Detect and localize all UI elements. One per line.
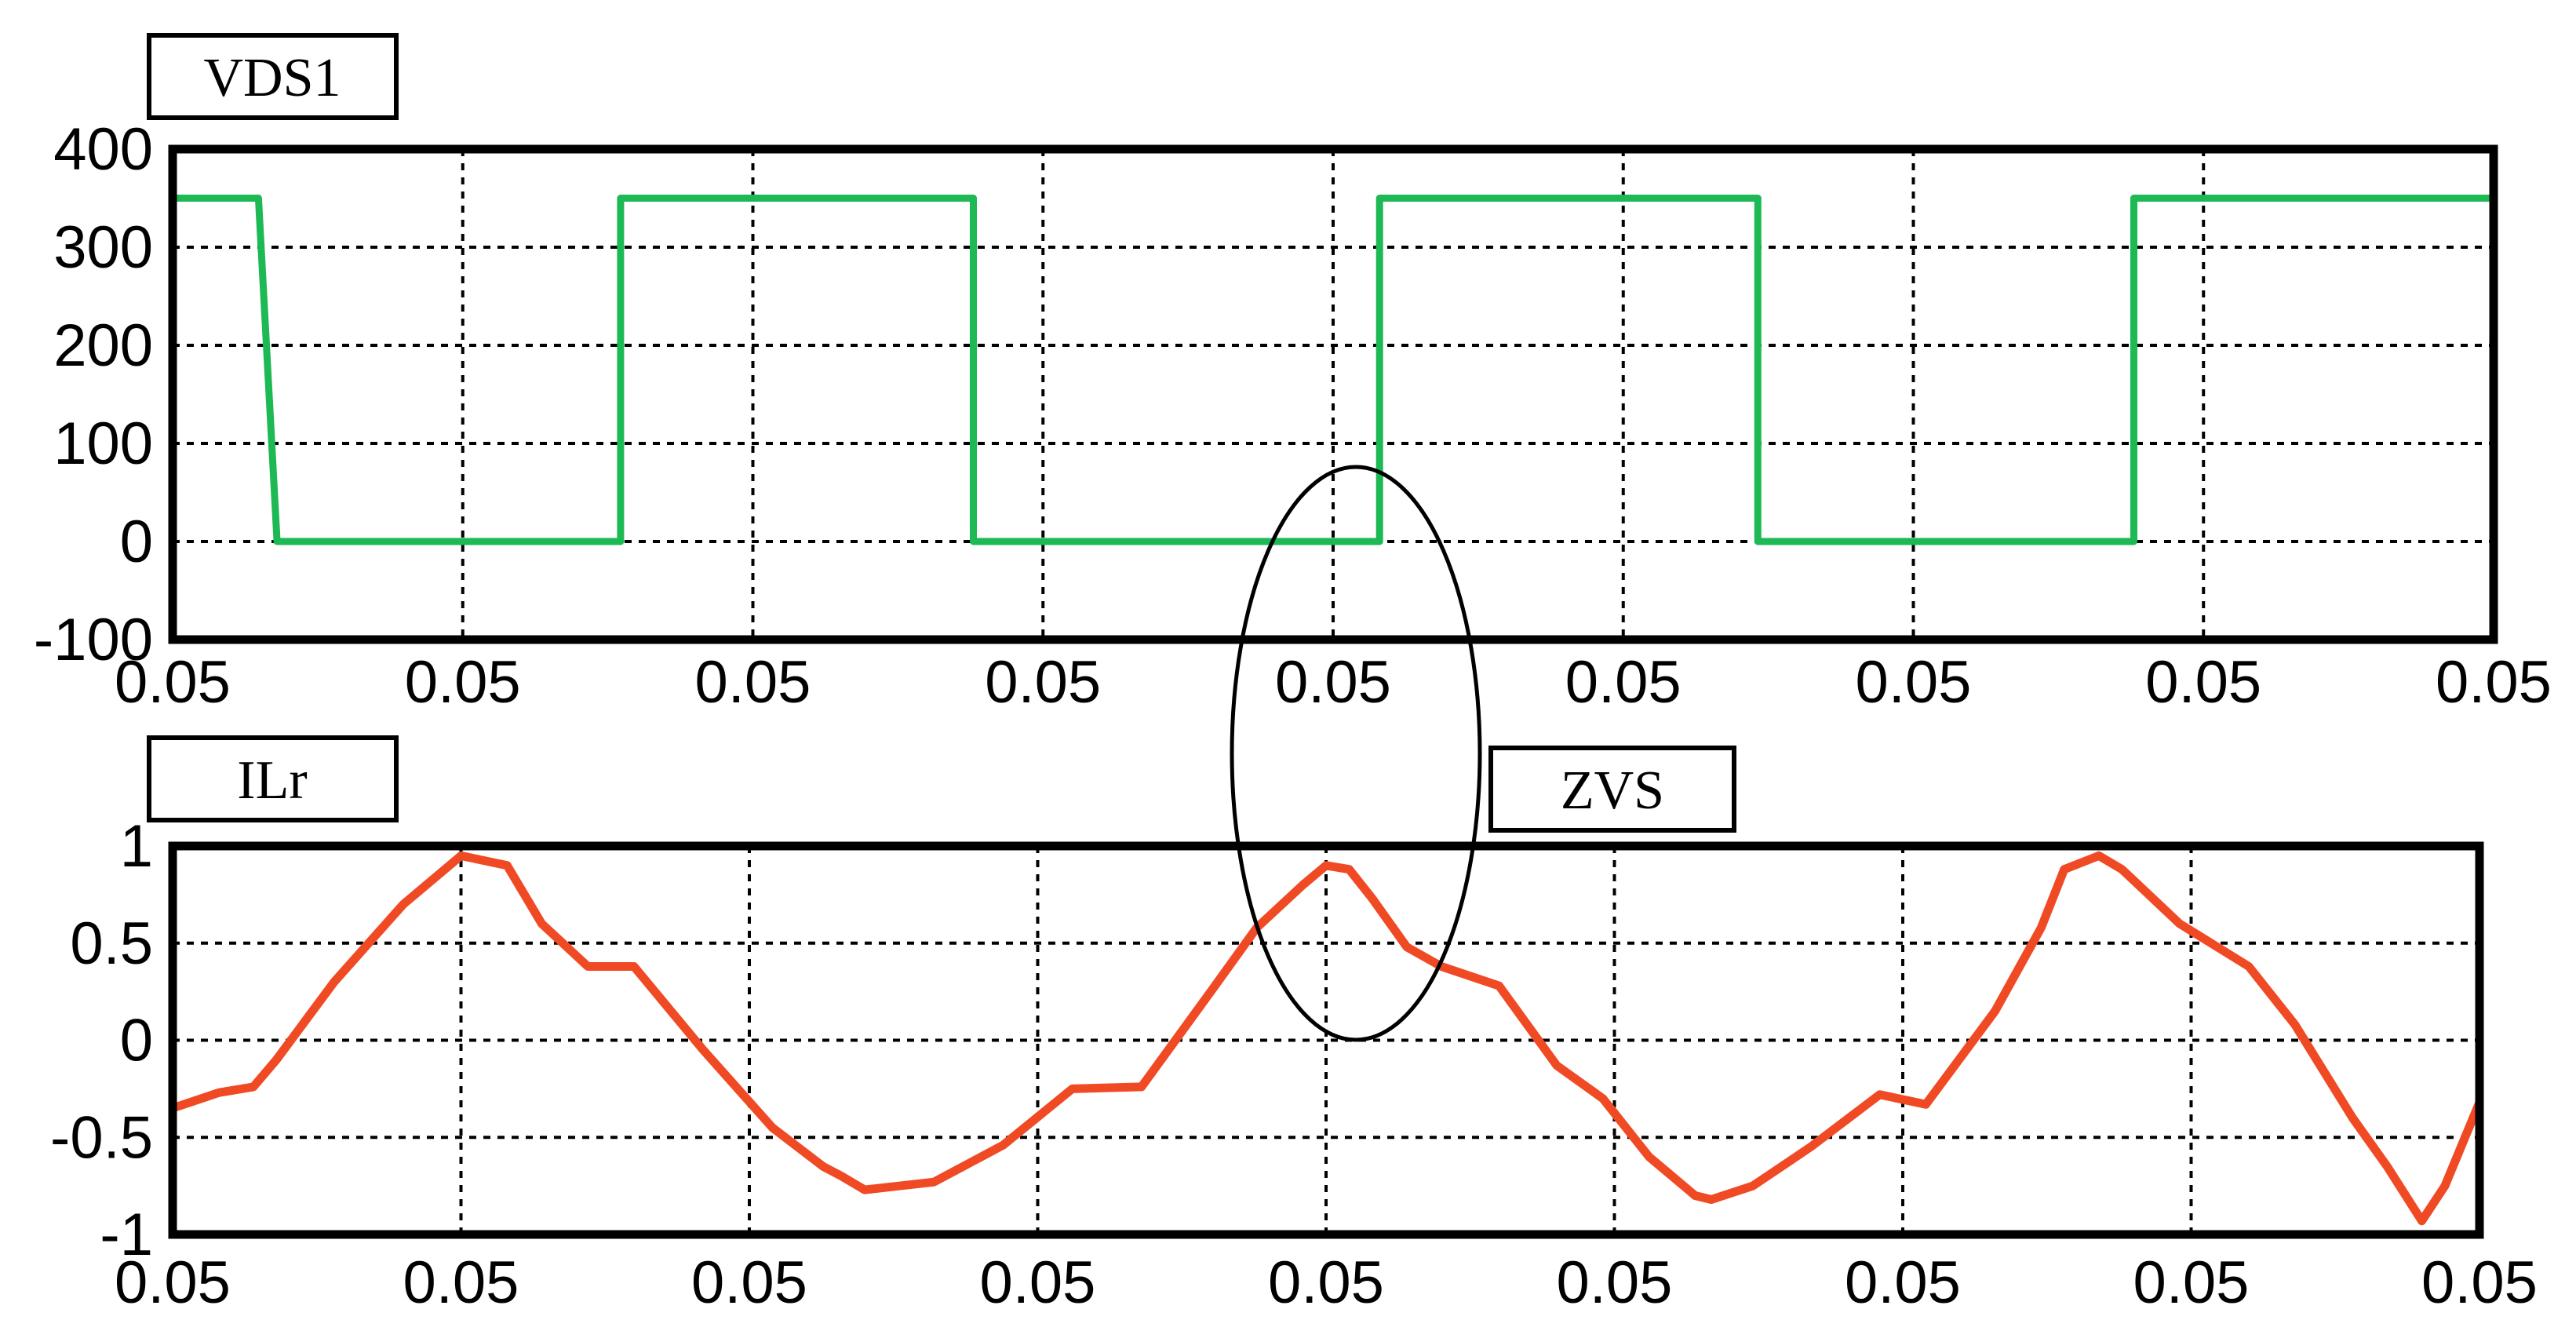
y-tick-label: -0.5: [50, 1104, 153, 1171]
x-tick-label: 0.05: [980, 1249, 1096, 1316]
x-tick-label: 0.05: [115, 1249, 231, 1316]
x-tick-label: 0.05: [985, 649, 1101, 716]
zvs-annotation-label: ZVS: [1561, 760, 1664, 821]
vds1-label-box: VDS1: [147, 33, 399, 120]
x-tick-label: 0.05: [2436, 649, 2552, 716]
plot-frame: [168, 841, 2484, 1239]
ilr-panel: 0.05 0.05 0.05 0.05 0.05 0.05 0.05 0.05 0.05 1 0.5…: [50, 813, 2538, 1316]
x-tick-label: 0.05: [1275, 649, 1391, 716]
y-tick-label: 1: [120, 813, 153, 880]
y-tick-label: 200: [53, 312, 153, 379]
vds1-series-line: [169, 195, 2498, 545]
x-tick-label: 0.05: [2133, 1249, 2250, 1316]
x-tick-label: 0.05: [2421, 1249, 2538, 1316]
vds1-panel: 0.05 0.05 0.05 0.05 0.05 0.05 0.05 0.05 0.05 400 3…: [34, 116, 2552, 716]
x-tick-label: 0.05: [1557, 1249, 1673, 1316]
zvs-label-box: ZVS: [1488, 746, 1736, 833]
x-tick-label: 0.05: [695, 649, 811, 716]
x-tick-label: 0.05: [2145, 649, 2261, 716]
x-tick-label: 0.05: [1856, 649, 1972, 716]
ilr-label-box: ILr: [147, 735, 399, 822]
y-tick-label: 300: [53, 214, 153, 281]
x-tick-label: 0.05: [405, 649, 521, 716]
zvs-highlight-ellipse: [1230, 465, 1482, 1042]
x-tick-label: 0.05: [1565, 649, 1682, 716]
x-tick-label: 0.05: [115, 649, 231, 716]
ilr-series-line: [168, 851, 2484, 1226]
y-tick-label: -1: [100, 1202, 153, 1268]
x-tick-label: 0.05: [691, 1249, 807, 1316]
y-tick-label: 100: [53, 410, 153, 477]
y-tick-label: 0: [120, 509, 153, 575]
plot-frame: [168, 144, 2498, 644]
x-tick-label: 0.05: [403, 1249, 519, 1316]
x-tick-label: 0.05: [1845, 1249, 1961, 1316]
ilr-label: ILr: [237, 750, 307, 811]
y-tick-label: 400: [53, 116, 153, 183]
y-tick-label: 0: [120, 1008, 153, 1074]
y-tick-label: 0.5: [70, 910, 153, 977]
x-tick-label: 0.05: [1268, 1249, 1384, 1316]
vds1-label: VDS1: [203, 48, 341, 108]
y-tick-label: -100: [34, 607, 153, 673]
